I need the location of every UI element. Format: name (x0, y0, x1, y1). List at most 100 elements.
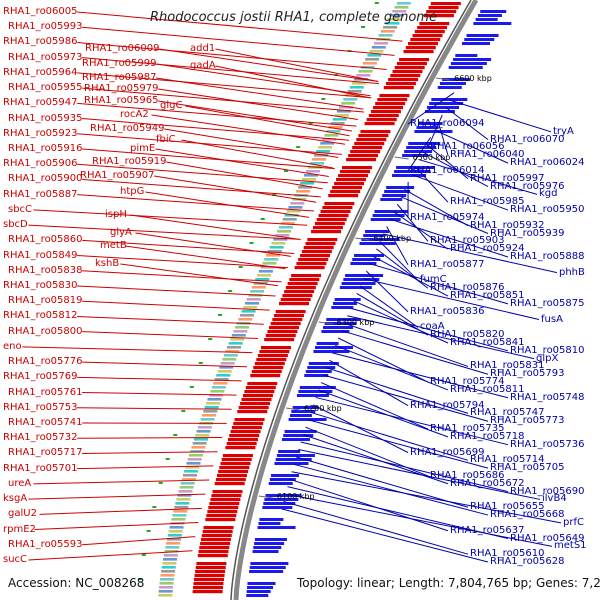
feature-mark (345, 94, 360, 97)
reverse-gene-mark (276, 454, 315, 457)
feature-mark (171, 518, 186, 521)
kbp-tick (285, 407, 301, 411)
reverse-gene-mark (321, 330, 350, 333)
gene-connector (341, 330, 489, 375)
feature-mark (196, 430, 211, 433)
feature-mark (233, 330, 248, 333)
gene-connector (82, 87, 364, 113)
forward-gene-mark (219, 466, 250, 470)
right-gene-label: RHA1_ro05836 (410, 305, 485, 317)
reverse-gene-mark (326, 318, 361, 321)
forward-gene-mark (229, 434, 260, 438)
forward-gene-mark (207, 510, 238, 514)
reverse-gene-mark (370, 218, 401, 221)
gene-connector (293, 463, 489, 516)
right-gene-label: RHA1_ro05875 (510, 297, 585, 309)
gene-connector (82, 300, 270, 311)
right-gene-label: phhB (559, 266, 585, 278)
feature-mark (282, 218, 297, 221)
gene-connector (181, 139, 334, 169)
mid-gene-label: fbiC (156, 134, 176, 145)
reverse-gene-mark (324, 322, 357, 325)
forward-gene-mark (287, 282, 318, 286)
gene-connector (347, 315, 535, 360)
feature-mark (341, 102, 356, 105)
right-gene-label: RHA1_ro05903 (430, 235, 505, 247)
forward-gene-mark (201, 534, 232, 538)
gene-connector (287, 486, 509, 540)
gene-connector (396, 203, 429, 242)
feature-mark (166, 542, 181, 545)
forward-gene-mark (428, 6, 459, 10)
forward-gene-mark (240, 402, 271, 406)
gene-connector (77, 11, 403, 42)
forward-gene-mark (314, 222, 345, 226)
reverse-gene-mark (450, 62, 487, 65)
mid-gene-label: add1 (190, 43, 216, 54)
reverse-gene-mark (246, 590, 271, 593)
gc-mark (217, 314, 222, 316)
feature-mark (378, 34, 393, 37)
forward-gene-mark (234, 418, 265, 422)
feature-mark (230, 338, 245, 341)
kbp-tick-label: 6100 kbp (276, 492, 315, 501)
topology-caption: Topology: linear; Length: 7,804,765 bp; … (297, 576, 600, 590)
right-gene-label: RHA1_ro05932 (470, 219, 545, 231)
feature-mark (213, 382, 228, 385)
feature-mark (275, 234, 290, 237)
forward-gene-mark (390, 74, 421, 78)
forward-gene-mark (230, 430, 261, 434)
forward-gene-mark (253, 366, 284, 370)
feature-mark (365, 58, 380, 61)
right-gene-label: prfC (563, 516, 584, 528)
feature-mark (343, 98, 358, 101)
gene-connector (285, 493, 553, 547)
left-gene-label: RHA1_ro05717 (8, 447, 83, 459)
kbp-tick-label: 6200 kbp (303, 404, 342, 413)
left-gene-label: RHA1_ro05849 (3, 249, 78, 261)
forward-gene-mark (338, 174, 369, 178)
right-gene-label: RHA1_ro06040 (450, 149, 525, 161)
kbp-tick-label: 6500 kbp (412, 153, 451, 162)
feature-mark (173, 510, 188, 513)
left-gene-label: RHA1_ro05955 (8, 82, 83, 94)
reverse-gene-mark (307, 366, 336, 369)
reverse-gene-mark (247, 586, 274, 589)
feature-mark (175, 502, 190, 505)
reverse-gene-mark (298, 390, 333, 393)
right-gene-label: RHA1_ro05888 (510, 250, 585, 262)
reverse-gene-mark (394, 170, 431, 173)
gene-connector (77, 465, 214, 470)
gene-connector (291, 471, 562, 524)
feature-mark (286, 210, 301, 213)
reverse-gene-mark (427, 106, 460, 109)
right-gene-label: RHA1_ro06056 (430, 141, 505, 153)
gene-connector (415, 166, 449, 203)
right-gene-label: tryA (553, 125, 574, 137)
forward-gene-mark (222, 454, 253, 458)
right-gene-label: ilvB4 (542, 493, 567, 505)
right-gene-label: RHA1_ro05997 (470, 172, 545, 184)
left-gene-label: RHA1_ro05935 (8, 112, 83, 124)
gc-mark (260, 218, 265, 220)
gene-connector (77, 255, 288, 269)
forward-gene-mark (208, 506, 239, 510)
gene-connector (28, 493, 206, 500)
feature-mark (314, 154, 329, 157)
forward-gene-mark (278, 302, 309, 306)
feature-mark (328, 126, 343, 129)
left-gene-label: galU2 (8, 508, 37, 520)
left-gene-label: RHA1_ro05776 (8, 356, 83, 368)
gc-mark (208, 338, 213, 340)
forward-gene-mark (242, 394, 273, 398)
feature-mark (332, 118, 347, 121)
reverse-gene-mark (268, 482, 293, 485)
gene-connector (33, 209, 308, 226)
gene-connector (185, 105, 350, 137)
gene-connector (404, 188, 469, 227)
reverse-gene-mark (283, 434, 314, 437)
right-gene-label: RHA1_ro05976 (490, 180, 565, 192)
forward-gene-mark (238, 406, 269, 410)
left-gene-label: RHA1_ro05800 (8, 325, 83, 337)
feature-mark (302, 178, 317, 181)
